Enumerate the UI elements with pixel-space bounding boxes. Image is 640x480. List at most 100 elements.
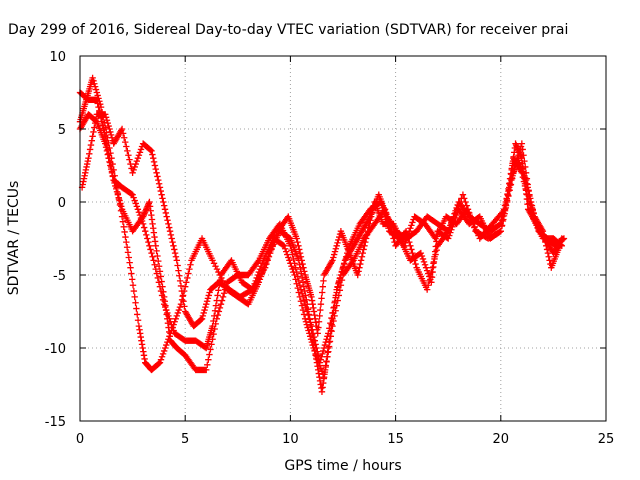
data-point xyxy=(328,321,335,328)
data-point xyxy=(333,302,340,309)
data-point xyxy=(411,257,418,264)
data-point xyxy=(268,246,275,253)
data-point xyxy=(507,170,515,177)
x-tick-label: 0 xyxy=(76,432,84,447)
data-point xyxy=(289,265,296,273)
data-point xyxy=(336,287,344,294)
data-point xyxy=(123,143,130,150)
data-point xyxy=(502,200,510,208)
data-point xyxy=(114,191,122,198)
data-point xyxy=(333,242,340,249)
data-point xyxy=(261,264,269,271)
data-point xyxy=(281,245,289,252)
data-point xyxy=(325,348,332,355)
data-point xyxy=(362,235,370,242)
data-point xyxy=(107,162,114,169)
data-point xyxy=(446,224,453,231)
data-point xyxy=(265,253,273,260)
data-point xyxy=(516,149,523,156)
data-point xyxy=(157,356,165,363)
data-point xyxy=(159,296,167,304)
data-point xyxy=(169,324,176,331)
data-point xyxy=(321,368,329,376)
data-point xyxy=(107,128,114,136)
data-point xyxy=(144,235,151,242)
data-point xyxy=(269,242,276,249)
data-point xyxy=(524,195,532,203)
data-point xyxy=(170,327,177,334)
data-point xyxy=(390,235,397,242)
data-point xyxy=(92,115,100,122)
data-point xyxy=(496,228,503,236)
data-point xyxy=(297,253,305,260)
data-point xyxy=(301,315,309,322)
data-point xyxy=(105,155,112,162)
data-point xyxy=(212,302,220,309)
data-point xyxy=(138,217,146,225)
data-point xyxy=(335,292,342,299)
data-point xyxy=(203,366,210,374)
data-point xyxy=(91,124,98,131)
x-tick-label: 10 xyxy=(282,432,299,447)
data-point xyxy=(211,312,218,320)
y-tick-label: 5 xyxy=(58,123,66,138)
data-point xyxy=(151,261,158,268)
data-point xyxy=(299,279,307,286)
data-point xyxy=(295,242,302,249)
data-point xyxy=(166,224,173,231)
data-point xyxy=(148,147,155,155)
data-point xyxy=(410,253,417,260)
data-point xyxy=(147,246,154,253)
data-point xyxy=(287,260,294,267)
data-point xyxy=(341,257,349,264)
data-point xyxy=(169,238,176,246)
data-point xyxy=(165,312,172,320)
data-point xyxy=(307,336,315,343)
data-point xyxy=(292,276,299,283)
data-point xyxy=(422,264,430,271)
data-point xyxy=(177,282,185,290)
data-point xyxy=(129,282,137,289)
data-point xyxy=(328,258,335,266)
chart-title: Day 299 of 2016, Sidereal Day-to-day VTE… xyxy=(8,22,568,38)
data-point xyxy=(156,283,164,290)
data-point xyxy=(215,308,223,315)
data-point xyxy=(100,125,107,133)
data-point xyxy=(157,287,165,295)
data-point xyxy=(406,228,413,235)
data-point xyxy=(139,220,147,228)
data-point xyxy=(160,198,167,206)
data-point xyxy=(145,238,152,246)
data-point xyxy=(401,239,409,247)
data-point xyxy=(310,344,317,352)
data-point xyxy=(381,206,389,213)
data-point xyxy=(213,297,220,304)
data-point xyxy=(140,224,148,231)
data-point xyxy=(102,114,110,121)
data-point xyxy=(168,321,175,328)
data-point xyxy=(120,223,127,231)
data-point xyxy=(463,206,471,213)
y-tick-label: -15 xyxy=(45,415,66,430)
axis-ticks xyxy=(79,55,607,422)
data-point xyxy=(109,173,117,180)
data-point xyxy=(518,169,526,176)
data-point xyxy=(520,152,527,159)
data-point xyxy=(267,249,274,257)
data-point xyxy=(184,274,191,282)
data-point xyxy=(445,228,452,235)
data-point xyxy=(112,185,120,193)
data-point xyxy=(354,271,361,279)
data-point xyxy=(133,157,141,165)
data-point xyxy=(420,258,428,266)
data-point xyxy=(129,169,136,176)
data-point xyxy=(306,330,313,337)
data-point xyxy=(280,242,288,249)
data-point xyxy=(154,274,162,282)
data-point xyxy=(142,228,149,235)
data-point xyxy=(106,125,113,133)
data-point xyxy=(304,324,311,331)
data-point xyxy=(176,303,184,311)
data-point xyxy=(146,242,153,249)
data-point xyxy=(294,284,301,292)
